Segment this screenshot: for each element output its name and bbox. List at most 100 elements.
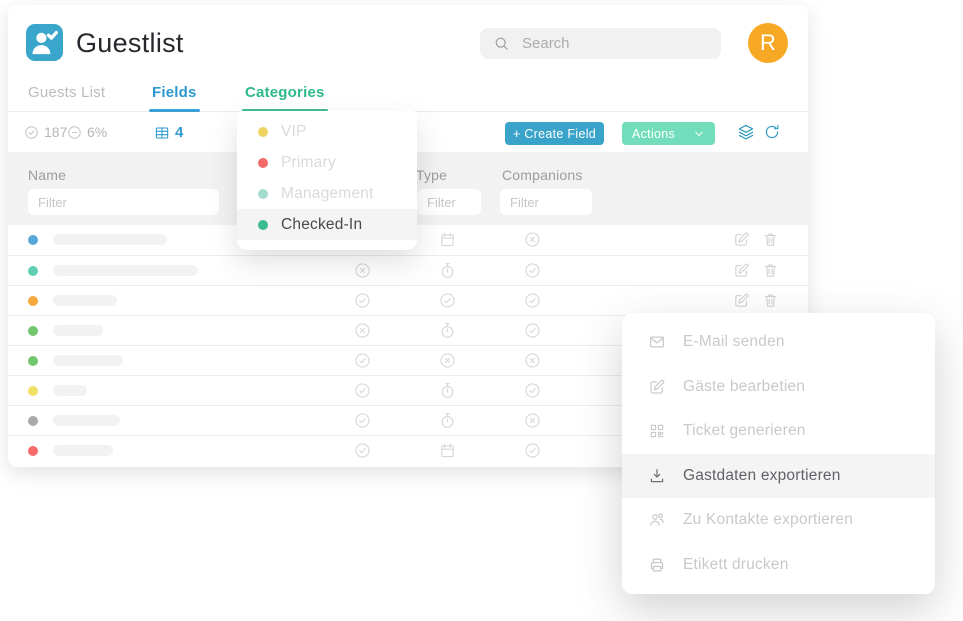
avatar[interactable]: R [748, 23, 788, 63]
download-icon [648, 467, 666, 485]
percent-stat: 6% [67, 124, 107, 140]
column-header-type: Type [416, 167, 448, 183]
refresh-icon[interactable] [763, 123, 781, 141]
table-icon [154, 125, 170, 141]
fields-count-value: 4 [175, 124, 184, 141]
stopwatch-icon [439, 322, 456, 339]
tab-categories[interactable]: Categories [242, 84, 328, 112]
menu-item-label: E-Mail senden [683, 333, 785, 351]
check-circle-icon [354, 352, 371, 369]
menu-item-e-mail-senden[interactable]: E-Mail senden [622, 320, 935, 365]
check-circle-icon [354, 382, 371, 399]
mail-icon [648, 333, 666, 351]
category-option-label: Management [281, 184, 374, 202]
name-filter-input[interactable] [28, 189, 219, 215]
context-menu: E-Mail senden Gäste bearbetien Ticket gene… [622, 313, 935, 594]
layers-icon[interactable] [737, 123, 755, 141]
minus-circle-icon [67, 125, 82, 140]
toolbar: 187 6% 4 + Create Field Actions [8, 112, 808, 152]
edit-icon [648, 378, 666, 396]
menu-item-g-ste-bearbetien[interactable]: Gäste bearbetien [622, 365, 935, 410]
tab-bar: Guests List Fields Categories [8, 75, 808, 112]
search-box[interactable] [480, 28, 721, 59]
search-input[interactable] [520, 34, 708, 53]
categories-dropdown: VIP Primary Management Checked-In [237, 111, 417, 250]
category-dot-icon [258, 188, 268, 199]
qr-code-icon [648, 422, 666, 440]
name-placeholder [53, 445, 113, 456]
check-circle-icon [524, 262, 541, 279]
printer-icon [648, 556, 666, 574]
table-row[interactable] [8, 255, 808, 285]
check-circle-icon [24, 125, 39, 140]
calendar-icon [439, 231, 456, 248]
name-placeholder [53, 325, 103, 336]
name-placeholder [53, 234, 167, 245]
guest-count-value: 187 [44, 124, 68, 140]
edit-icon[interactable] [733, 262, 750, 279]
name-placeholder [53, 385, 87, 396]
category-option-label: VIP [281, 122, 307, 140]
edit-icon[interactable] [733, 292, 750, 309]
category-dot-icon [28, 296, 38, 306]
cross-circle-icon [439, 352, 456, 369]
calendar-icon [439, 442, 456, 459]
category-option-label: Primary [281, 153, 336, 171]
category-dot-icon [258, 126, 268, 137]
menu-item-etikett-drucken[interactable]: Etikett drucken [622, 543, 935, 588]
menu-item-zu-kontakte-exportieren[interactable]: Zu Kontakte exportieren [622, 498, 935, 543]
check-circle-icon [354, 292, 371, 309]
cross-circle-icon [354, 262, 371, 279]
guestlist-logo-icon [26, 24, 63, 61]
category-option-management[interactable]: Management [237, 178, 417, 209]
page-title: Guestlist [76, 28, 184, 58]
table-row[interactable] [8, 225, 808, 255]
category-dot-icon [28, 356, 38, 366]
category-option-vip[interactable]: VIP [237, 116, 417, 147]
edit-icon[interactable] [733, 231, 750, 248]
trash-icon[interactable] [762, 292, 779, 309]
category-option-checked-in[interactable]: Checked-In [237, 209, 417, 240]
check-circle-icon [439, 292, 456, 309]
menu-item-gastdaten-exportieren[interactable]: Gastdaten exportieren [622, 453, 935, 498]
column-header-name: Name [28, 167, 67, 183]
category-option-primary[interactable]: Primary [237, 147, 417, 178]
cross-circle-icon [524, 352, 541, 369]
category-dot-icon [28, 446, 38, 456]
stopwatch-icon [439, 382, 456, 399]
trash-icon[interactable] [762, 231, 779, 248]
percent-value: 6% [87, 124, 108, 140]
check-circle-icon [524, 382, 541, 399]
menu-item-label: Zu Kontakte exportieren [683, 511, 854, 529]
check-circle-icon [524, 442, 541, 459]
category-dot-icon [258, 157, 268, 168]
cross-circle-icon [354, 322, 371, 339]
tab-guests-list[interactable]: Guests List [28, 84, 106, 101]
cross-circle-icon [524, 231, 541, 248]
actions-button-label: Actions [632, 126, 676, 141]
type-filter-input[interactable] [417, 189, 481, 215]
category-dot-icon [28, 235, 38, 245]
category-option-label: Checked-In [281, 215, 363, 233]
companions-filter-input[interactable] [500, 189, 592, 215]
create-field-button[interactable]: + Create Field [505, 122, 604, 145]
category-dot-icon [28, 266, 38, 276]
name-placeholder [53, 415, 120, 426]
actions-button[interactable]: Actions [622, 122, 715, 145]
trash-icon[interactable] [762, 262, 779, 279]
tab-fields[interactable]: Fields [149, 84, 200, 112]
menu-item-ticket-generieren[interactable]: Ticket generieren [622, 409, 935, 454]
check-circle-icon [524, 292, 541, 309]
name-placeholder [53, 265, 198, 276]
main-window: Guestlist R Guests List Fields Categorie… [8, 5, 808, 467]
check-circle-icon [354, 412, 371, 429]
stopwatch-icon [439, 412, 456, 429]
check-circle-icon [524, 322, 541, 339]
menu-item-label: Gäste bearbetien [683, 377, 806, 395]
category-dot-icon [28, 386, 38, 396]
table-row[interactable] [8, 285, 808, 315]
category-dot-icon [258, 219, 268, 230]
search-icon [493, 35, 510, 52]
column-header-companions: Companions [502, 167, 583, 183]
